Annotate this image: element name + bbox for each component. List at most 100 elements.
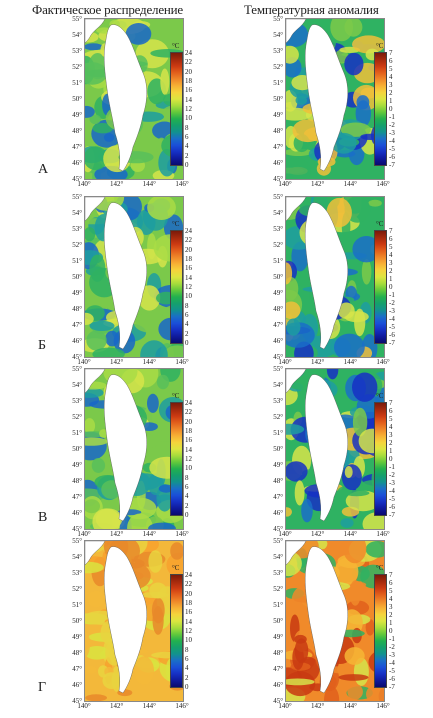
sst-patch bbox=[85, 105, 95, 118]
lat-label: 48° bbox=[72, 127, 82, 135]
sakhalin-island bbox=[103, 24, 147, 172]
colorbar-tick: -5 bbox=[389, 667, 395, 675]
colorbar bbox=[170, 402, 183, 516]
map-panel bbox=[285, 18, 385, 180]
colorbar-tick: -4 bbox=[389, 315, 395, 323]
lat-label: 48° bbox=[273, 127, 283, 135]
lon-label: 146° bbox=[175, 180, 189, 188]
sst-patch bbox=[85, 418, 96, 434]
lat-label: 52° bbox=[72, 585, 82, 593]
sst-patch bbox=[344, 466, 353, 478]
colorbar-tick: 12 bbox=[185, 455, 192, 463]
sst-patch bbox=[160, 68, 170, 95]
lon-label: 140° bbox=[278, 180, 292, 188]
lat-label: 45° bbox=[72, 525, 82, 533]
colorbar-tick: -2 bbox=[389, 299, 395, 307]
lat-label: 53° bbox=[72, 397, 82, 405]
colorbar bbox=[170, 52, 183, 166]
colorbar-tick: 16 bbox=[185, 264, 192, 273]
sst-patch bbox=[361, 259, 372, 285]
colorbar-tick: 18 bbox=[185, 427, 192, 435]
lat-label: 47° bbox=[72, 665, 82, 673]
lon-label: 140° bbox=[278, 530, 292, 538]
colorbar-tick: 24 bbox=[185, 571, 192, 579]
lon-label: 144° bbox=[142, 702, 156, 710]
lat-label: 46° bbox=[273, 509, 283, 517]
colorbar-tick: 16 bbox=[185, 86, 192, 95]
colorbar-tick: 2 bbox=[185, 151, 189, 160]
map-panel bbox=[285, 196, 385, 358]
colorbar-tick: -2 bbox=[389, 643, 395, 651]
colorbar-unit: °C bbox=[376, 42, 384, 50]
sakhalin-island bbox=[304, 202, 348, 350]
colorbar-tick: -6 bbox=[389, 153, 395, 161]
sst-field bbox=[85, 541, 183, 701]
lon-label: 142° bbox=[110, 530, 124, 538]
sst-patch bbox=[85, 43, 103, 51]
colorbar-tick: 16 bbox=[185, 608, 192, 617]
lat-label: 55° bbox=[273, 537, 283, 545]
colorbar-tick: 10 bbox=[185, 636, 192, 645]
lat-label: 50° bbox=[273, 273, 283, 281]
sst-patch bbox=[347, 683, 363, 700]
sst-patch bbox=[286, 301, 301, 320]
lat-label: 52° bbox=[72, 241, 82, 249]
sst-patch bbox=[86, 330, 107, 351]
colorbar-tick: 5 bbox=[389, 243, 393, 251]
sst-patch bbox=[341, 464, 362, 491]
sst-patch bbox=[349, 580, 361, 606]
colorbar-tick: 14 bbox=[185, 273, 192, 282]
lat-label: 49° bbox=[72, 633, 82, 641]
lon-label: 142° bbox=[110, 702, 124, 710]
lat-label: 47° bbox=[273, 493, 283, 501]
lat-label: 49° bbox=[273, 111, 283, 119]
colorbar-tick: 4 bbox=[389, 73, 393, 81]
lat-label: 46° bbox=[273, 159, 283, 167]
lat-label: 46° bbox=[273, 681, 283, 689]
sst-field bbox=[286, 541, 384, 701]
sst-patch bbox=[286, 158, 311, 179]
sst-patch bbox=[334, 557, 359, 586]
sst-patch bbox=[286, 678, 315, 686]
lat-label: 46° bbox=[72, 681, 82, 689]
map-panel bbox=[285, 540, 385, 702]
sst-patch bbox=[356, 95, 370, 110]
sst-patch bbox=[141, 591, 170, 599]
lon-label: 144° bbox=[343, 530, 357, 538]
sst-patch bbox=[127, 513, 153, 529]
colorbar-tick: 6 bbox=[185, 483, 189, 491]
colorbar-tick: 20 bbox=[185, 417, 192, 426]
lat-label: 52° bbox=[72, 413, 82, 421]
colorbar-tick: -1 bbox=[389, 113, 395, 121]
sst-field bbox=[286, 19, 384, 179]
colorbar-tick: 0 bbox=[185, 683, 189, 691]
colorbar-tick: 2 bbox=[389, 611, 393, 619]
colorbar bbox=[170, 230, 183, 344]
sst-patch bbox=[99, 429, 109, 438]
lat-label: 48° bbox=[273, 649, 283, 657]
lat-label: 50° bbox=[273, 445, 283, 453]
colorbar-tick: -2 bbox=[389, 471, 395, 479]
lat-label: 50° bbox=[273, 617, 283, 625]
sst-patch bbox=[286, 461, 308, 482]
row-label-a: А bbox=[38, 162, 49, 177]
column-title-anomaly: Температурная аномалия bbox=[244, 2, 379, 17]
colorbar-tick: 1 bbox=[389, 447, 393, 455]
sst-patch bbox=[286, 277, 299, 301]
colorbar-tick: -3 bbox=[389, 129, 395, 137]
colorbar-tick: 22 bbox=[185, 580, 192, 589]
colorbar-tick: -3 bbox=[389, 479, 395, 487]
lon-label: 140° bbox=[278, 702, 292, 710]
colorbar-unit: °C bbox=[172, 220, 180, 228]
lon-label: 144° bbox=[343, 358, 357, 366]
colorbar bbox=[374, 230, 387, 344]
colorbar-tick: 5 bbox=[389, 587, 393, 595]
sst-patch bbox=[362, 512, 384, 529]
lat-label: 45° bbox=[72, 175, 82, 183]
lat-label: 52° bbox=[273, 413, 283, 421]
lat-label: 48° bbox=[72, 649, 82, 657]
lon-label: 146° bbox=[376, 180, 390, 188]
colorbar-tick: 7 bbox=[389, 571, 393, 579]
colorbar-tick: -4 bbox=[389, 487, 395, 495]
colorbar-tick: 3 bbox=[389, 81, 393, 89]
